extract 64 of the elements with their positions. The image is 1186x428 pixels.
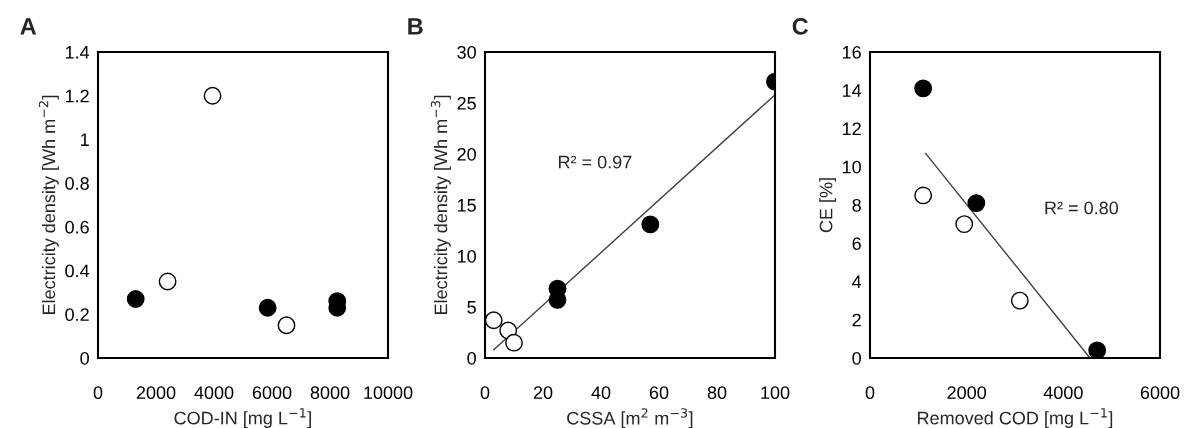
x-tick-label: 10000 xyxy=(364,386,413,400)
x-tick-label: 2000 xyxy=(136,386,176,400)
x-tick-label: 0 xyxy=(93,386,103,400)
x-tick-label: 80 xyxy=(707,386,727,400)
point xyxy=(967,194,986,212)
point xyxy=(126,290,145,308)
y-tick-label: 30 xyxy=(457,45,476,59)
y-tick-label: 12 xyxy=(842,122,861,136)
point xyxy=(158,272,177,291)
x-axis-title: CSSA [m$^{2}$ m$^{−3}$] xyxy=(567,408,693,428)
x-tick-label: 6000 xyxy=(1140,386,1180,400)
y-tick-label: 0 xyxy=(852,351,861,365)
y-tick-label: 0 xyxy=(80,351,89,365)
y-tick-label: 1.4 xyxy=(65,46,90,59)
x-axis-title: Removed COD [mg L$^{−1}$] xyxy=(917,408,1113,428)
y-tick-label: 1 xyxy=(81,133,89,146)
y-tick-label: 5 xyxy=(467,301,476,314)
point xyxy=(277,316,296,335)
x-tick-label: 4000 xyxy=(1043,386,1083,400)
chart-title: B xyxy=(408,18,423,35)
y-tick-label: 1.2 xyxy=(65,89,89,103)
y-tick-label: 25 xyxy=(457,96,476,110)
y-tick-label: 6 xyxy=(852,237,861,250)
point xyxy=(1010,291,1029,310)
x-tick-label: 8000 xyxy=(310,386,350,400)
y-axis-title: Electricity density [Wh m$^{−2}$] xyxy=(38,95,59,315)
y-tick-label: 0.4 xyxy=(65,264,90,278)
x-tick-label: 40 xyxy=(591,386,611,400)
x-axis-title: COD-IN [mg L$^{−1}$] xyxy=(174,408,311,428)
annotation: R² = 0.97 xyxy=(558,155,632,169)
y-tick-label: 10 xyxy=(842,160,861,174)
chart-title: A xyxy=(20,18,37,35)
chart-title: C xyxy=(792,18,809,35)
y-tick-label: 14 xyxy=(842,84,862,97)
y-tick-label: 15 xyxy=(457,199,476,212)
point xyxy=(203,86,222,105)
x-tick-label: 0 xyxy=(865,386,875,400)
point xyxy=(914,79,933,98)
y-tick-label: 0.6 xyxy=(65,220,89,234)
y-axis-title: Electricity density [Wh m$^{−3}$] xyxy=(430,95,451,315)
y-tick-label: 2 xyxy=(852,313,861,327)
y-tick-label: 4 xyxy=(852,275,862,289)
annotation: R² = 0.80 xyxy=(1045,201,1119,215)
y-tick-label: 10 xyxy=(457,249,476,263)
x-tick-label: 2000 xyxy=(947,386,987,400)
point xyxy=(258,298,277,317)
y-tick-label: 16 xyxy=(842,45,861,59)
y-tick-label: 20 xyxy=(457,147,476,161)
y-axis-title: CE [%] xyxy=(819,178,837,233)
x-tick-label: 4000 xyxy=(194,386,234,400)
x-tick-label: 100 xyxy=(761,386,790,400)
y-tick-label: 8 xyxy=(852,198,861,212)
x-tick-label: 60 xyxy=(649,386,669,400)
x-tick-label: 6000 xyxy=(252,386,292,400)
y-tick-label: 0.2 xyxy=(65,308,89,322)
x-tick-label: 0 xyxy=(480,386,490,400)
point xyxy=(485,311,503,330)
y-tick-label: 0.8 xyxy=(65,177,89,190)
x-tick-label: 20 xyxy=(533,386,553,400)
y-tick-label: 0 xyxy=(467,351,476,365)
point xyxy=(955,215,974,234)
point xyxy=(505,333,523,352)
point xyxy=(1088,341,1107,358)
point xyxy=(914,186,933,205)
